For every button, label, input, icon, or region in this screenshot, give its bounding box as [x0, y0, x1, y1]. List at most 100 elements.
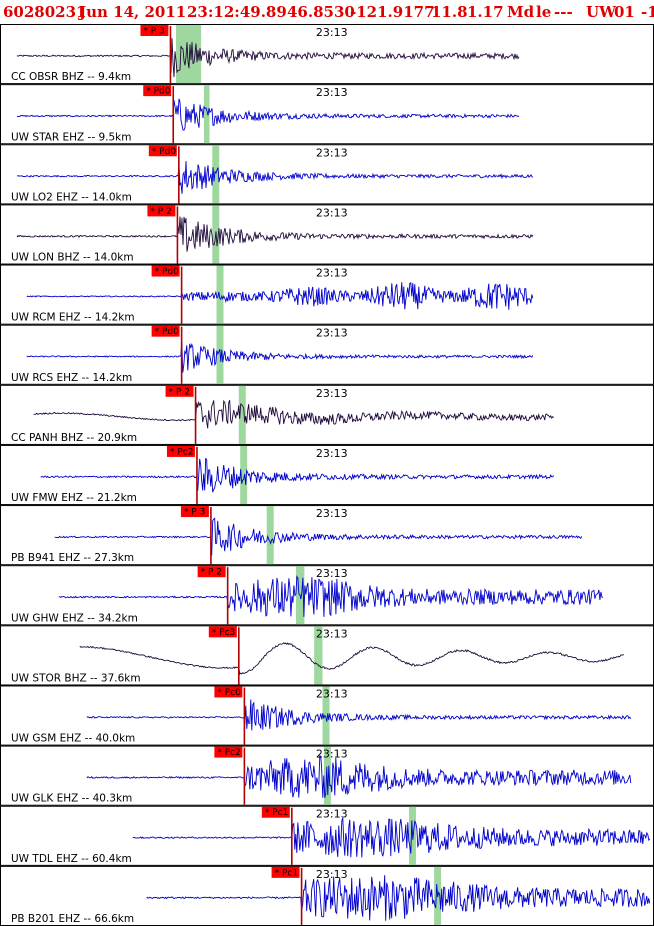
arrival-band	[322, 686, 330, 745]
trace-panel-frame	[0, 444, 654, 506]
station-label: UW GHW EHZ -- 34.2km	[11, 612, 138, 624]
pick-phase-label: * Pc1	[265, 808, 288, 818]
pick-flag	[143, 85, 172, 97]
station-label: UW STOR BHZ -- 37.6km	[11, 672, 141, 684]
pick-phase-label: * P 3	[184, 508, 205, 518]
station-label: CC PANH BHZ -- 20.9km	[11, 432, 137, 444]
event-latitude: 46.8530	[287, 3, 355, 21]
pick-phase-label: * P 2	[150, 207, 171, 217]
trace-panel-lo2: * Pd0 23:13 UW LO2 EHZ -- 14.0km	[0, 144, 654, 205]
time-tick-label: 23:13	[316, 808, 348, 821]
seismogram-plot: * P 3 23:13 CC OBSR BHZ -- 9.4km * Pd0 23:13…	[0, 24, 654, 926]
time-tick-label: 23:13	[316, 206, 348, 219]
pick-flag	[151, 325, 180, 337]
pick-flag	[148, 145, 177, 157]
time-tick-label: 23:13	[316, 26, 348, 39]
trace-panel-frame	[0, 24, 654, 85]
event-dashes: ---	[554, 3, 573, 21]
waveform-obsr	[16, 38, 520, 78]
trace-panel-ghw: * P 2 23:13 UW GHW EHZ -- 34.2km	[0, 565, 654, 626]
waveform-glk	[86, 755, 632, 798]
time-tick-label: 23:13	[316, 868, 348, 881]
pick-flag	[147, 205, 176, 217]
arrival-band	[266, 506, 274, 565]
event-version: 01	[614, 3, 635, 21]
pick-flag	[165, 385, 194, 397]
trace-panel-stor: * Pc3 23:13 UW STOR BHZ -- 37.6km	[0, 625, 654, 686]
time-tick-label: 23:13	[316, 267, 348, 280]
event-type: le	[536, 3, 552, 21]
time-tick-label: 23:13	[316, 447, 348, 460]
pick-phase-label: * Pc2	[217, 748, 240, 758]
trace-panel-frame	[0, 204, 654, 265]
pick-phase-label: * P 2	[169, 387, 190, 397]
time-tick-label: 23:13	[316, 567, 348, 580]
trace-panel-gsm: * Pc0 23:13 UW GSM EHZ -- 40.0km	[0, 685, 654, 746]
waveform-b941	[54, 517, 583, 556]
station-label: UW LON BHZ -- 14.0km	[11, 252, 134, 264]
pick-flag	[214, 686, 243, 698]
pick-phase-label: * Pc3	[212, 628, 235, 638]
time-tick-label: 23:13	[316, 146, 348, 159]
trace-panel-panh: * P 2 23:13 CC PANH BHZ -- 20.9km	[0, 384, 654, 445]
pick-phase-label: * P 2	[201, 568, 222, 578]
pick-flag	[140, 25, 169, 36]
event-id: 60280231	[3, 3, 87, 21]
time-tick-label: 23:13	[316, 627, 348, 640]
time-tick-label: 23:13	[316, 387, 348, 400]
event-header: 60280231 Jun 14, 2011 23:12:49.89 46.853…	[0, 0, 654, 24]
pick-phase-label: * Pc0	[217, 688, 241, 698]
pick-phase-label: * Pc2	[170, 447, 193, 457]
waveform-lo2	[16, 161, 534, 194]
station-label: CC OBSR BHZ -- 9.4km	[11, 71, 131, 83]
time-tick-label: 23:13	[316, 86, 348, 99]
pick-flag	[180, 506, 209, 518]
event-tail: -1	[641, 3, 654, 21]
trace-panel-b941: * P 3 23:13 PB B941 EHZ -- 27.3km	[0, 505, 654, 566]
event-magnitude: 1.17	[467, 3, 504, 21]
station-label: UW LO2 EHZ -- 14.0km	[11, 191, 132, 203]
station-label: UW GSM EHZ -- 40.0km	[11, 733, 135, 745]
event-depth: 11.8	[431, 3, 468, 21]
waveform-star	[16, 98, 520, 131]
pick-flag	[271, 866, 300, 878]
waveform-lon	[16, 216, 534, 252]
station-label: UW RCS EHZ -- 14.2km	[11, 372, 132, 384]
event-date: Jun 14, 2011	[79, 3, 187, 21]
arrival-band	[238, 385, 246, 444]
arrival-band	[203, 85, 210, 144]
arrival-band	[314, 626, 323, 685]
trace-panel-tdl: * Pc1 23:13 UW TDL EHZ -- 60.4km	[0, 805, 654, 866]
trace-panel-glk: * Pc2 23:13 UW GLK EHZ -- 40.3km	[0, 745, 654, 806]
trace-panel-b201: * Pc1 23:13 PB B201 EHZ -- 66.6km	[0, 865, 654, 926]
pick-flag	[166, 445, 195, 457]
pick-flag	[214, 746, 243, 758]
pick-phase-label: * Pd0	[146, 87, 171, 97]
station-label: UW RCM EHZ -- 14.2km	[11, 312, 135, 324]
waveform-rcs	[26, 340, 534, 373]
pick-phase-label: * Pc1	[275, 868, 298, 878]
time-tick-label: 23:13	[316, 327, 348, 340]
event-network: UW	[586, 3, 616, 21]
trace-panel-frame	[0, 264, 654, 325]
pick-phase-label: * P 3	[143, 27, 164, 37]
pick-phase-label: * Pd0	[155, 267, 180, 277]
trace-panel-rcs: * Pd0 23:13 UW RCS EHZ -- 14.2km	[0, 324, 654, 385]
waveform-fmw	[40, 457, 555, 493]
station-label: PB B941 EHZ -- 27.3km	[11, 552, 134, 564]
waveform-tdl	[132, 817, 651, 858]
station-label: PB B201 EHZ -- 66.6km	[11, 913, 134, 925]
waveform-gsm	[86, 699, 632, 731]
trace-panel-frame	[0, 625, 654, 686]
trace-panel-star: * Pd0 23:13 UW STAR EHZ -- 9.5km	[0, 84, 654, 145]
station-label: UW TDL EHZ -- 60.4km	[11, 853, 132, 865]
pick-phase-label: * Pd0	[155, 327, 180, 337]
arrival-band	[216, 265, 224, 324]
pick-flag	[151, 265, 180, 277]
trace-panel-frame	[0, 84, 654, 145]
pick-flag	[261, 806, 290, 818]
station-label: UW FMW EHZ -- 21.2km	[11, 492, 137, 504]
station-label: UW STAR EHZ -- 9.5km	[11, 131, 131, 143]
event-mag-type: Md	[507, 3, 535, 21]
event-time: 23:12:49.89	[187, 3, 287, 21]
